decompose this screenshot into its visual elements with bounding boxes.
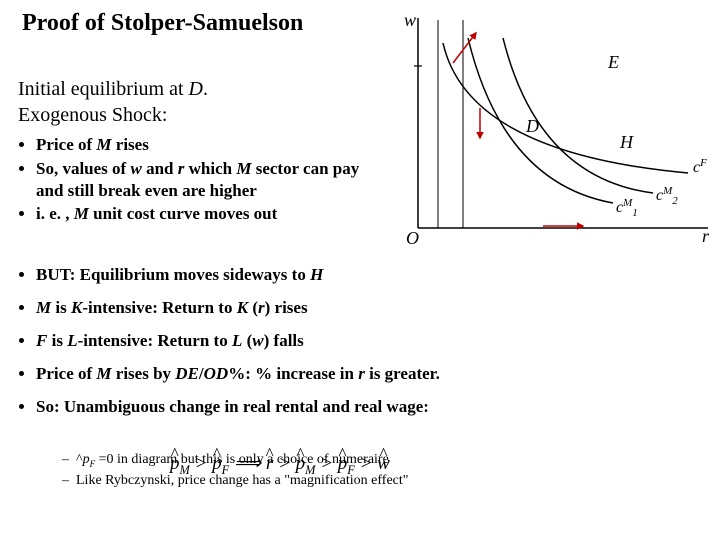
- bullet-f-l-intensive: F is L-intensive: Return to L (w) falls: [36, 330, 698, 353]
- text: (: [248, 298, 258, 317]
- var-H: H: [310, 265, 323, 284]
- curve-label-cF: cF: [693, 157, 707, 176]
- inequality-formula: pM > pF ⟹ r > pM > pF > w: [170, 452, 390, 478]
- bullet-price-rises: Price of M rises: [36, 134, 378, 156]
- p-hat: p: [212, 453, 222, 475]
- r-hat: r: [266, 453, 273, 475]
- text: So: Unambiguous change in real rental an…: [36, 397, 429, 416]
- text: and: [142, 159, 178, 178]
- upper-bullet-list: Price of M rises So, values of w and r w…: [18, 134, 378, 227]
- text: Price of: [36, 364, 96, 383]
- curve-cM1: [468, 38, 613, 203]
- var-w: w: [130, 159, 141, 178]
- chart-svg: w r O E D H cF cM1 cM2: [398, 8, 718, 258]
- w-hat: w: [377, 453, 390, 475]
- text: (: [242, 331, 252, 350]
- text: Price of: [36, 135, 96, 154]
- gt: >: [195, 453, 213, 474]
- var-M: M: [236, 159, 251, 178]
- text: i. e. ,: [36, 204, 74, 223]
- text: rises: [112, 135, 149, 154]
- point-D: D: [525, 116, 539, 136]
- point-H: H: [619, 132, 634, 152]
- var-L: L: [232, 331, 242, 350]
- implies: ⟹: [234, 453, 266, 474]
- p-hat: p: [296, 453, 306, 475]
- gt: >: [360, 453, 378, 474]
- point-E: E: [607, 52, 619, 72]
- text: which: [184, 159, 236, 178]
- p-hat: p: [170, 453, 180, 475]
- slide-title: Proof of Stolper-Samuelson: [22, 10, 303, 37]
- sub-F: F: [222, 463, 230, 477]
- text: rises by: [112, 364, 176, 383]
- red-arrow-1: [453, 33, 476, 63]
- text: unit cost curve moves out: [89, 204, 277, 223]
- var-M: M: [36, 298, 51, 317]
- text: So, values of: [36, 159, 130, 178]
- axis-label-r: r: [702, 226, 710, 246]
- text: is greater.: [365, 364, 440, 383]
- text: ) falls: [264, 331, 304, 350]
- var-M: M: [96, 364, 111, 383]
- curve-label-cM1: cM1: [616, 197, 638, 219]
- var-D: D: [189, 78, 203, 100]
- bullet-eq-moves-h: BUT: Equilibrium moves sideways to H: [36, 264, 698, 287]
- var-r: r: [258, 298, 265, 317]
- var-p: p: [83, 452, 90, 467]
- text: ) rises: [265, 298, 308, 317]
- var-F: F: [36, 331, 47, 350]
- text: is: [51, 298, 71, 317]
- sub-M: M: [305, 463, 315, 477]
- bullet-m-k-intensive: M is K-intensive: Return to K (r) rises: [36, 297, 698, 320]
- bullet-curve-moves: i. e. , M unit cost curve moves out: [36, 203, 378, 225]
- cost-curve-chart: w r O E D H cF cM1 cM2: [398, 8, 718, 258]
- var-r: r: [358, 364, 365, 383]
- subtitle-initial-eq: Initial equilibrium at D.: [18, 78, 208, 101]
- axis-label-w: w: [404, 10, 416, 30]
- bullet-values-higher: So, values of w and r which M sector can…: [36, 158, 378, 202]
- var-K: K: [237, 298, 248, 317]
- sub-M: M: [180, 463, 190, 477]
- var-w: w: [252, 331, 263, 350]
- bullet-price-de-od: Price of M rises by DE/OD%: % increase i…: [36, 363, 698, 386]
- text: ^: [76, 452, 83, 467]
- text: -intensive: Return to: [82, 298, 236, 317]
- sub-F: F: [347, 463, 355, 477]
- subtitle-shock: Exogenous Shock:: [18, 104, 167, 127]
- text: Initial equilibrium at: [18, 78, 189, 100]
- text: -intensive: Return to: [78, 331, 232, 350]
- var-OD: OD: [204, 364, 229, 383]
- text: BUT: Equilibrium moves sideways to: [36, 265, 310, 284]
- var-L: L: [67, 331, 77, 350]
- gt: >: [320, 453, 338, 474]
- origin-label: O: [406, 228, 419, 248]
- text: .: [203, 78, 208, 100]
- text: %: % increase in: [228, 364, 358, 383]
- var-DE: DE: [175, 364, 199, 383]
- var-K: K: [71, 298, 82, 317]
- var-M: M: [74, 204, 89, 223]
- text: is: [47, 331, 67, 350]
- var-M: M: [96, 135, 111, 154]
- gt: >: [278, 453, 296, 474]
- curve-label-cM2: cM2: [656, 185, 678, 207]
- p-hat: p: [338, 453, 348, 475]
